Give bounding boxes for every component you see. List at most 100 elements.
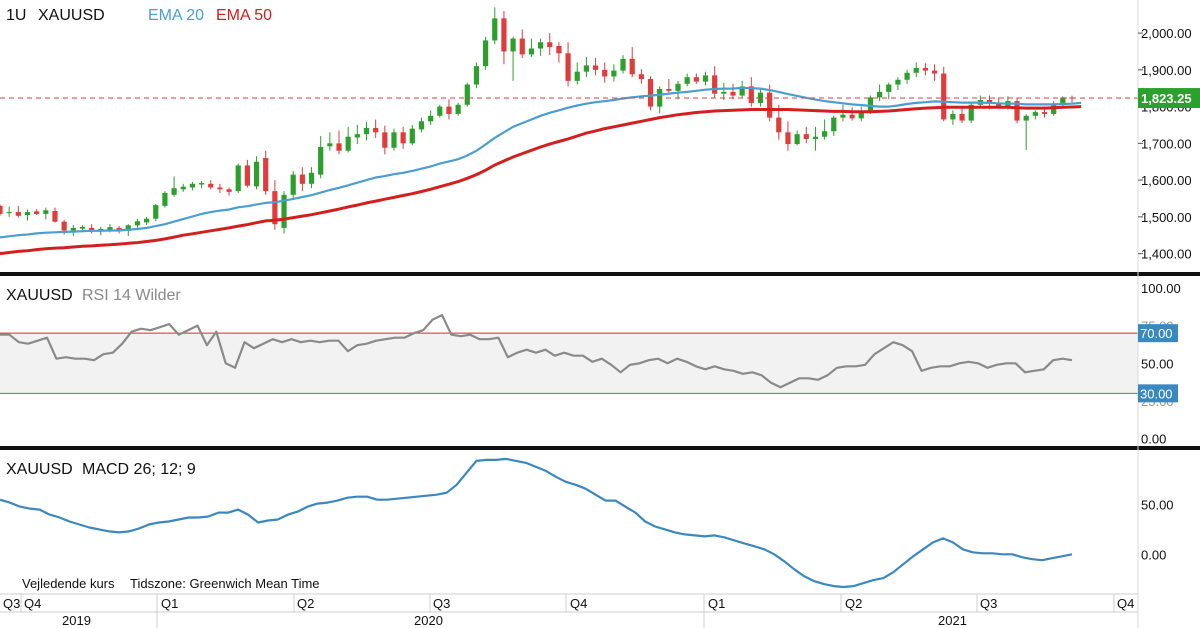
last-price-badge[interactable] — [1138, 88, 1200, 109]
macd-name-label[interactable]: MACD 26; 12; 9 — [82, 461, 196, 478]
candle-body[interactable] — [931, 70, 938, 74]
candle-body[interactable] — [721, 91, 727, 94]
candle-body[interactable] — [1014, 101, 1020, 121]
candle-body[interactable] — [134, 221, 141, 226]
candle-body[interactable] — [968, 104, 974, 121]
candle-body[interactable] — [602, 69, 608, 77]
candle-body[interactable] — [748, 86, 754, 103]
candle-body[interactable] — [446, 106, 452, 114]
candle-body[interactable] — [537, 42, 544, 49]
rsi-line[interactable] — [0, 314, 1073, 389]
candle-body[interactable] — [959, 113, 965, 121]
candle-body[interactable] — [363, 127, 370, 135]
candle-body[interactable] — [208, 183, 214, 188]
candle-body[interactable] — [61, 221, 67, 231]
candle-body[interactable] — [79, 226, 86, 229]
candle-body[interactable] — [345, 136, 351, 151]
candle-body[interactable] — [611, 70, 617, 77]
candle-body[interactable] — [15, 212, 21, 216]
rsi-plot[interactable] — [0, 314, 1138, 394]
candle-body[interactable] — [693, 77, 699, 82]
candle-body[interactable] — [666, 88, 672, 91]
candle-body[interactable] — [299, 174, 305, 184]
rsi-name-label[interactable]: RSI 14 Wilder — [82, 287, 181, 304]
candle-body[interactable] — [253, 161, 260, 187]
candle-body[interactable] — [400, 132, 406, 144]
candle-body[interactable] — [565, 53, 571, 81]
candle-body[interactable] — [712, 75, 718, 94]
candle-body[interactable] — [803, 134, 809, 139]
candle-body[interactable] — [483, 40, 489, 67]
time-axis[interactable]: Q3 Q4 Q1 Q2 Q3 Q4 Q1 Q2 Q3 Q4 2019 2020 2021 — [0, 593, 1138, 628]
candle-body[interactable] — [189, 183, 196, 188]
candle-body[interactable] — [153, 205, 159, 219]
candle-body[interactable] — [730, 91, 736, 96]
candle-body[interactable] — [1041, 112, 1048, 114]
candle-body[interactable] — [464, 84, 470, 105]
candle-body[interactable] — [528, 48, 535, 55]
candle-body[interactable] — [822, 131, 828, 137]
candle-body[interactable] — [263, 158, 269, 192]
macd-plot[interactable] — [0, 457, 1073, 589]
candle-body[interactable] — [437, 106, 443, 116]
candle-body[interactable] — [327, 143, 333, 147]
candle-body[interactable] — [1023, 115, 1029, 121]
interval-label[interactable]: 1U — [6, 7, 26, 24]
candle-body[interactable] — [950, 113, 956, 120]
candle-body[interactable] — [308, 172, 315, 184]
candle-body[interactable] — [986, 99, 993, 103]
candle-body[interactable] — [895, 79, 901, 85]
candle-body[interactable] — [647, 79, 654, 107]
candle-body[interactable] — [556, 45, 562, 54]
candle-body[interactable] — [455, 104, 461, 114]
candle-body[interactable] — [226, 189, 232, 192]
candle-body[interactable] — [519, 38, 525, 55]
candle-body[interactable] — [831, 117, 837, 132]
candle-body[interactable] — [473, 66, 480, 85]
candle-body[interactable] — [684, 77, 690, 84]
candle-body[interactable] — [382, 132, 388, 148]
candle-body[interactable] — [702, 75, 709, 82]
candle-body[interactable] — [858, 112, 864, 119]
ema20-legend[interactable]: EMA 20 — [148, 7, 204, 24]
candle-body[interactable] — [876, 91, 883, 98]
candle-body[interactable] — [574, 71, 580, 81]
candle-body[interactable] — [776, 117, 782, 133]
candle-body[interactable] — [922, 68, 929, 71]
rsi-oversold-badge[interactable] — [1138, 384, 1178, 403]
candle-body[interactable] — [34, 211, 40, 214]
candle-body[interactable] — [620, 58, 626, 71]
candle-body[interactable] — [629, 58, 635, 75]
candle-body[interactable] — [281, 194, 287, 228]
candle-body[interactable] — [510, 38, 516, 52]
candle-body[interactable] — [52, 210, 58, 222]
panel-divider-top[interactable] — [0, 272, 1200, 276]
candle-body[interactable] — [125, 225, 131, 231]
macd-line[interactable] — [0, 457, 1073, 589]
candle-body[interactable] — [235, 165, 241, 192]
candle-body[interactable] — [913, 68, 919, 73]
candle-body[interactable] — [941, 73, 947, 120]
candle-body[interactable] — [318, 147, 324, 175]
candle-body[interactable] — [849, 114, 855, 119]
ema50-line[interactable] — [0, 105, 1082, 256]
candle-body[interactable] — [43, 210, 49, 214]
candle-body[interactable] — [290, 174, 296, 195]
candle-body[interactable] — [116, 227, 122, 231]
candle-body[interactable] — [492, 18, 498, 41]
candle-body[interactable] — [373, 127, 379, 133]
candle-body[interactable] — [785, 132, 791, 145]
candle-body[interactable] — [180, 186, 186, 190]
candle-body[interactable] — [840, 114, 846, 118]
candle-body[interactable] — [0, 205, 3, 214]
candle-body[interactable] — [217, 187, 223, 190]
candle-body[interactable] — [354, 134, 360, 138]
candle-body[interactable] — [244, 165, 250, 186]
candle-body[interactable] — [272, 191, 278, 225]
candle-body[interactable] — [24, 212, 31, 216]
candle-body[interactable] — [767, 92, 773, 118]
candle-body[interactable] — [1060, 97, 1066, 104]
candle-body[interactable] — [739, 86, 745, 96]
panel-divider-bottom[interactable] — [0, 446, 1200, 450]
candle-body[interactable] — [675, 83, 681, 91]
